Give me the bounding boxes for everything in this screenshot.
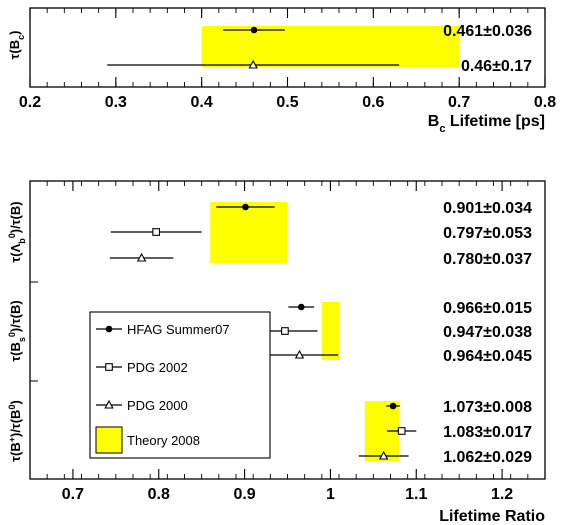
data-point [297,303,305,311]
x-tick-label: 0.6 [362,94,384,111]
x-tick-label: 0.8 [148,486,170,503]
data-point [389,402,397,410]
value-label: 1.062±0.029 [443,449,532,466]
x-tick-label: 1.2 [491,486,513,503]
panel-1: 0.7 0.8 0.9 1 1.1 1.2 0.901±0.034 0.797±0.053 0.… [7,180,546,525]
data-point [397,427,406,435]
panel-0: 0.2 0.3 0.4 0.5 0.6 0.7 0.8 0.461±0.036 0.46±0.1… [7,7,556,135]
row-label: τ(Bs0)/τ(B) [7,300,27,361]
x-tick-label: 0.4 [191,94,213,111]
value-label: 0.947±0.038 [443,324,532,341]
data-point [242,203,249,211]
theory-box [321,302,339,360]
data-point [248,59,258,69]
legend-label: PDG 2002 [127,360,188,375]
x-tick-label: 1 [326,486,335,503]
data-point [136,252,147,262]
x-axis-title: Lifetime Ratio [439,508,545,525]
x-tick-label: 0.7 [448,94,470,111]
value-label: 0.461±0.036 [443,23,532,40]
x-tick-label: 0.8 [534,94,556,111]
legend-swatch [95,426,123,454]
x-tick-label: 1.1 [405,486,427,503]
row-label: τ(Λb0)/τ(B) [7,201,27,262]
value-label: 1.073±0.008 [443,399,532,416]
x-tick-label: 0.3 [105,94,127,111]
value-label: 0.780±0.037 [443,251,532,268]
x-tick-label: 0.9 [233,486,255,503]
x-tick-label: 0.2 [19,94,41,111]
legend-marker [105,363,113,371]
x-tick-label: 0.5 [276,94,298,111]
data-point [250,26,258,34]
theory-box [210,202,288,263]
value-label: 0.901±0.034 [443,200,532,217]
x-axis-title: Bc Lifetime [ps] [428,113,545,135]
legend-marker [105,325,113,333]
value-label: 0.964±0.045 [443,348,532,365]
legend: HFAG Summer07 PDG 2002 PDG 2000 Theory 2008 [89,311,271,459]
value-label: 0.797±0.053 [443,225,532,242]
row-label: τ(Bc) [7,31,26,60]
theory-box [201,26,460,67]
value-label: 0.46±0.17 [461,58,532,75]
value-label: 0.966±0.015 [443,300,532,317]
data-point [281,327,289,335]
legend-label: HFAG Summer07 [127,322,230,337]
data-point [152,228,161,236]
data-point [294,349,305,359]
data-point [378,450,389,460]
legend-marker [104,399,114,409]
legend-label: Theory 2008 [127,433,200,448]
value-label: 1.083±0.017 [443,424,532,441]
legend-label: PDG 2000 [127,398,188,413]
x-tick-label: 0.7 [62,486,84,503]
row-label: τ(B+)/τ(B0) [7,400,23,462]
